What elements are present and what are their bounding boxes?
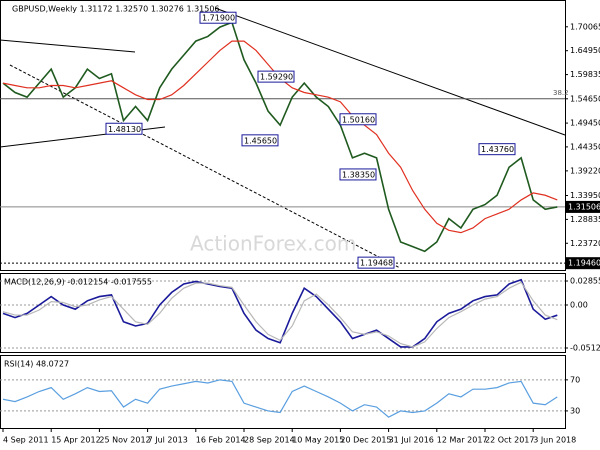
fib-label: 38.2 bbox=[553, 89, 569, 97]
annotation-label: 1.71900 bbox=[202, 14, 235, 23]
y-tick-label: 1.23720 bbox=[570, 239, 600, 248]
y-tick-label: 0.00 bbox=[570, 300, 588, 309]
annotation-box bbox=[339, 113, 377, 126]
annotation-label: 1.45650 bbox=[244, 136, 277, 145]
y-tick-label: 1.44350 bbox=[570, 142, 600, 151]
trendline bbox=[214, 7, 566, 136]
annotation-box bbox=[339, 168, 377, 181]
y-tick-label: 30 bbox=[570, 406, 580, 415]
y-tick-label: 1.33950 bbox=[570, 191, 600, 200]
trendline bbox=[9, 64, 401, 269]
series-line bbox=[2, 281, 558, 348]
y-tick-label: 1.64950 bbox=[570, 46, 600, 55]
x-tick-label: 4 Sep 2011 bbox=[3, 436, 49, 445]
y-tick-label: 70 bbox=[570, 375, 580, 384]
annotation-label: 1.43760 bbox=[481, 145, 514, 154]
x-tick-label: 16 Feb 2014 bbox=[196, 436, 246, 445]
x-tick-label: 31 Jul 2016 bbox=[389, 436, 434, 445]
y-tick-label: -0.05124 bbox=[570, 344, 600, 353]
x-tick-label: 25 Nov 2012 bbox=[99, 436, 150, 445]
annotation-label: 1.48130 bbox=[108, 125, 141, 134]
x-tick-label: 7 Jul 2013 bbox=[148, 436, 188, 445]
annotation-box bbox=[257, 70, 295, 83]
panel-frame bbox=[0, 0, 566, 271]
annotation-box bbox=[199, 11, 237, 24]
y-tick-label: 1.54650 bbox=[570, 94, 600, 103]
annotation-label: 1.59290 bbox=[260, 73, 293, 82]
trendline bbox=[0, 39, 136, 53]
series-line bbox=[2, 379, 558, 418]
panel-frame bbox=[0, 355, 566, 429]
x-tick-label: 12 Mar 2017 bbox=[437, 436, 488, 445]
panel-frame bbox=[0, 273, 566, 353]
annotation-label: 1.38350 bbox=[342, 170, 375, 179]
panel-title: MACD(12,26,9) -0.012154 -0.017555 bbox=[4, 278, 152, 287]
price-box bbox=[566, 257, 600, 270]
y-tick-label: 1.39220 bbox=[570, 166, 600, 175]
price-label: 1.31506 bbox=[568, 202, 600, 211]
y-tick-label: 1.49450 bbox=[570, 119, 600, 128]
y-tick-label: 0.02855 bbox=[570, 277, 600, 286]
x-tick-label: 15 Apr 2012 bbox=[51, 436, 100, 445]
price-box bbox=[566, 200, 600, 213]
x-tick-label: 22 Oct 2017 bbox=[485, 436, 534, 445]
y-tick-label: 1.28835 bbox=[570, 215, 600, 224]
x-tick-label: 28 Sep 2014 bbox=[244, 436, 295, 445]
x-tick-label: 20 Dec 2015 bbox=[340, 436, 391, 445]
annotation-box bbox=[357, 256, 395, 269]
series-line bbox=[2, 21, 558, 253]
x-tick-label: 10 May 2015 bbox=[292, 436, 344, 445]
annotation-box bbox=[105, 122, 143, 135]
panel-title: RSI(14) 48.0727 bbox=[4, 360, 69, 369]
series-line bbox=[2, 278, 558, 348]
annotation-label: 1.50160 bbox=[342, 115, 375, 124]
price-label: 1.19460 bbox=[568, 259, 600, 268]
x-tick-label: 3 Jun 2018 bbox=[533, 436, 576, 445]
y-tick-label: 1.59835 bbox=[570, 70, 600, 79]
panel-title: GBPUSD,Weekly 1.31172 1.32570 1.30276 1.… bbox=[12, 5, 220, 14]
annotation-box bbox=[478, 143, 516, 156]
y-tick-label: 1.70065 bbox=[570, 22, 600, 31]
watermark: ActionForex.com bbox=[190, 232, 356, 256]
annotation-box bbox=[241, 134, 279, 147]
annotation-label: 1.19468 bbox=[360, 259, 393, 268]
